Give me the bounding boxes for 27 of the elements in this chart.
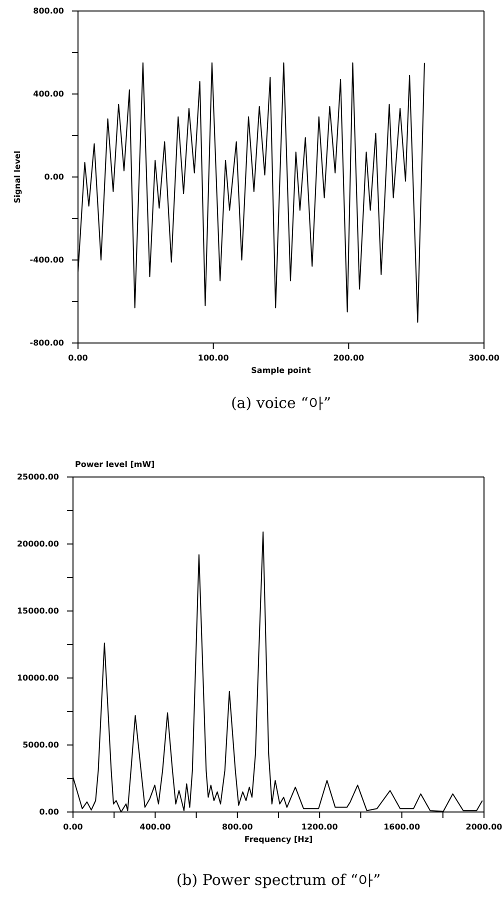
x-tick-label: 300.00 [468,354,500,363]
x-tick-label: 0.00 [68,354,88,363]
y-tick-label: -800.00 [30,338,64,348]
y-tick-label: 25000.00 [16,472,60,482]
x-tick-label: 0.00 [63,822,84,832]
x-tick-label: 100.00 [198,354,230,363]
y-tick-label: 15000.00 [16,606,60,616]
y-tick-label: 0.00 [44,172,64,182]
x-tick-label: 1600.00 [384,822,420,832]
text: (a) voice “아” [230,394,332,412]
y-tick-label: 5000.00 [22,740,60,750]
x-axis-title: Sample point [251,366,311,375]
y-axis-title: Signal level [13,150,22,204]
y-axis-title: Power level [mW] [75,460,155,469]
y-tick-label: 400.00 [33,90,64,99]
x-tick-label: 400.00 [140,822,172,832]
x-tick-label: 200.00 [333,354,365,363]
y-tick-label: 20000.00 [16,540,60,549]
y-tick-label: 800.00 [33,6,64,16]
x-tick-label: 2000.00 [466,822,502,832]
x-tick-label: 1200.00 [301,822,338,832]
text: (b) Power spectrum of “아” [176,871,381,889]
x-axis-title: Frequency [Hz] [244,835,313,844]
x-tick-label: 800.00 [222,822,254,832]
y-tick-label: -400.00 [30,256,64,265]
y-tick-label: 10000.00 [16,674,60,683]
y-tick-label: 0.00 [39,808,60,817]
